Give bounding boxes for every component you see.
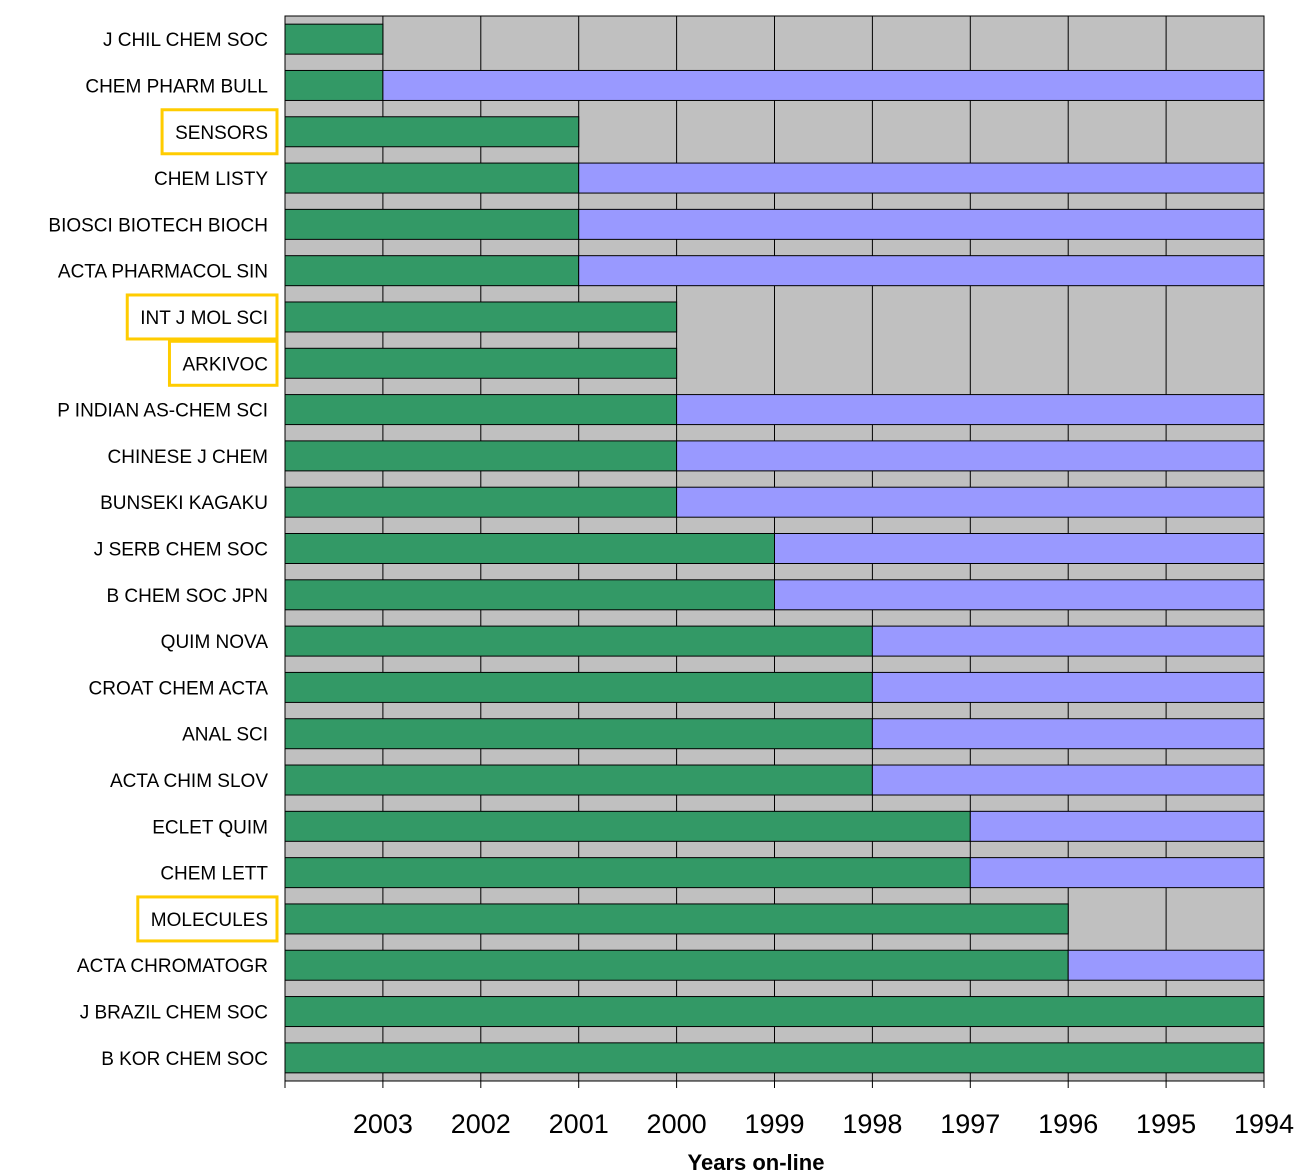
bar-non-open-access — [579, 163, 1264, 193]
x-tick-label: 1996 — [1038, 1109, 1098, 1139]
bar-non-open-access — [677, 441, 1264, 471]
bar-non-open-access — [775, 534, 1265, 564]
x-tick-label: 1997 — [940, 1109, 1000, 1139]
bar-open-access — [285, 395, 677, 425]
bar-non-open-access — [579, 209, 1264, 239]
bar-open-access — [285, 858, 970, 888]
bar-open-access — [285, 1043, 1264, 1073]
category-label: MOLECULES — [151, 910, 268, 931]
category-label: CHEM LETT — [160, 864, 268, 885]
category-label: BIOSCI BIOTECH BIOCH — [48, 215, 268, 236]
bar-non-open-access — [579, 256, 1264, 286]
bar-open-access — [285, 719, 872, 749]
bar-non-open-access — [970, 811, 1264, 841]
bar-non-open-access — [677, 487, 1264, 517]
bar-open-access — [285, 209, 579, 239]
bar-open-access — [285, 950, 1068, 980]
bar-non-open-access — [677, 395, 1264, 425]
bar-open-access — [285, 487, 677, 517]
x-tick-label: 1994 — [1234, 1109, 1294, 1139]
bar-open-access — [285, 441, 677, 471]
bar-open-access — [285, 348, 677, 378]
category-label: J CHIL CHEM SOC — [103, 30, 268, 51]
category-label: CHINESE J CHEM — [108, 447, 268, 468]
bar-non-open-access — [970, 858, 1264, 888]
bar-open-access — [285, 580, 775, 610]
category-label: BUNSEKI KAGAKU — [100, 493, 268, 514]
category-label: QUIM NOVA — [161, 632, 269, 653]
bar-open-access — [285, 302, 677, 332]
bar-non-open-access — [872, 719, 1264, 749]
category-label: P INDIAN AS-CHEM SCI — [57, 401, 268, 422]
bar-open-access — [285, 117, 579, 147]
x-axis-title: Years on-line — [688, 1150, 825, 1172]
bar-open-access — [285, 904, 1068, 934]
x-tick-label: 2003 — [353, 1109, 413, 1139]
bar-non-open-access — [872, 626, 1264, 656]
category-label: ECLET QUIM — [152, 817, 268, 838]
category-label: J BRAZIL CHEM SOC — [80, 1003, 268, 1024]
category-label: B KOR CHEM SOC — [101, 1049, 268, 1070]
bar-non-open-access — [872, 672, 1264, 702]
x-axis — [285, 1081, 1264, 1088]
bar-non-open-access — [383, 70, 1264, 100]
category-label: CROAT CHEM ACTA — [89, 678, 269, 699]
category-label: ACTA CHIM SLOV — [110, 771, 268, 792]
category-labels: J CHIL CHEM SOC CHEM PHARM BULL SENSORS CHE… — [48, 30, 277, 1070]
bar-open-access — [285, 24, 383, 54]
category-label: ARKIVOC — [182, 354, 268, 375]
category-label: J SERB CHEM SOC — [94, 540, 268, 561]
bar-non-open-access — [775, 580, 1265, 610]
category-label: ACTA CHROMATOGR — [77, 956, 268, 977]
category-label: CHEM PHARM BULL — [85, 76, 268, 97]
bar-open-access — [285, 70, 383, 100]
x-tick-label: 2001 — [549, 1109, 609, 1139]
category-label: SENSORS — [175, 123, 268, 144]
bar-open-access — [285, 997, 1264, 1027]
x-tick-label: 2002 — [451, 1109, 511, 1139]
category-label: ACTA PHARMACOL SIN — [58, 262, 268, 283]
bar-non-open-access — [1068, 950, 1264, 980]
bar-open-access — [285, 626, 872, 656]
x-tick-label: 2000 — [647, 1109, 707, 1139]
x-tick-label: 1999 — [744, 1109, 804, 1139]
bar-open-access — [285, 811, 970, 841]
bar-open-access — [285, 256, 579, 286]
bar-open-access — [285, 765, 872, 795]
bar-non-open-access — [872, 765, 1264, 795]
category-label: CHEM LISTY — [154, 169, 268, 190]
x-tick-label: 1998 — [842, 1109, 902, 1139]
category-label: B CHEM SOC JPN — [106, 586, 268, 607]
bar-open-access — [285, 672, 872, 702]
category-label: ANAL SCI — [182, 725, 268, 746]
bar-open-access — [285, 534, 775, 564]
x-tick-label: 1995 — [1136, 1109, 1196, 1139]
category-label: INT J MOL SCI — [140, 308, 268, 329]
x-tick-labels: 2003 2002 2001 2000 1999 1998 1997 1996 1995 1994 — [353, 1109, 1294, 1139]
bar-open-access — [285, 163, 579, 193]
